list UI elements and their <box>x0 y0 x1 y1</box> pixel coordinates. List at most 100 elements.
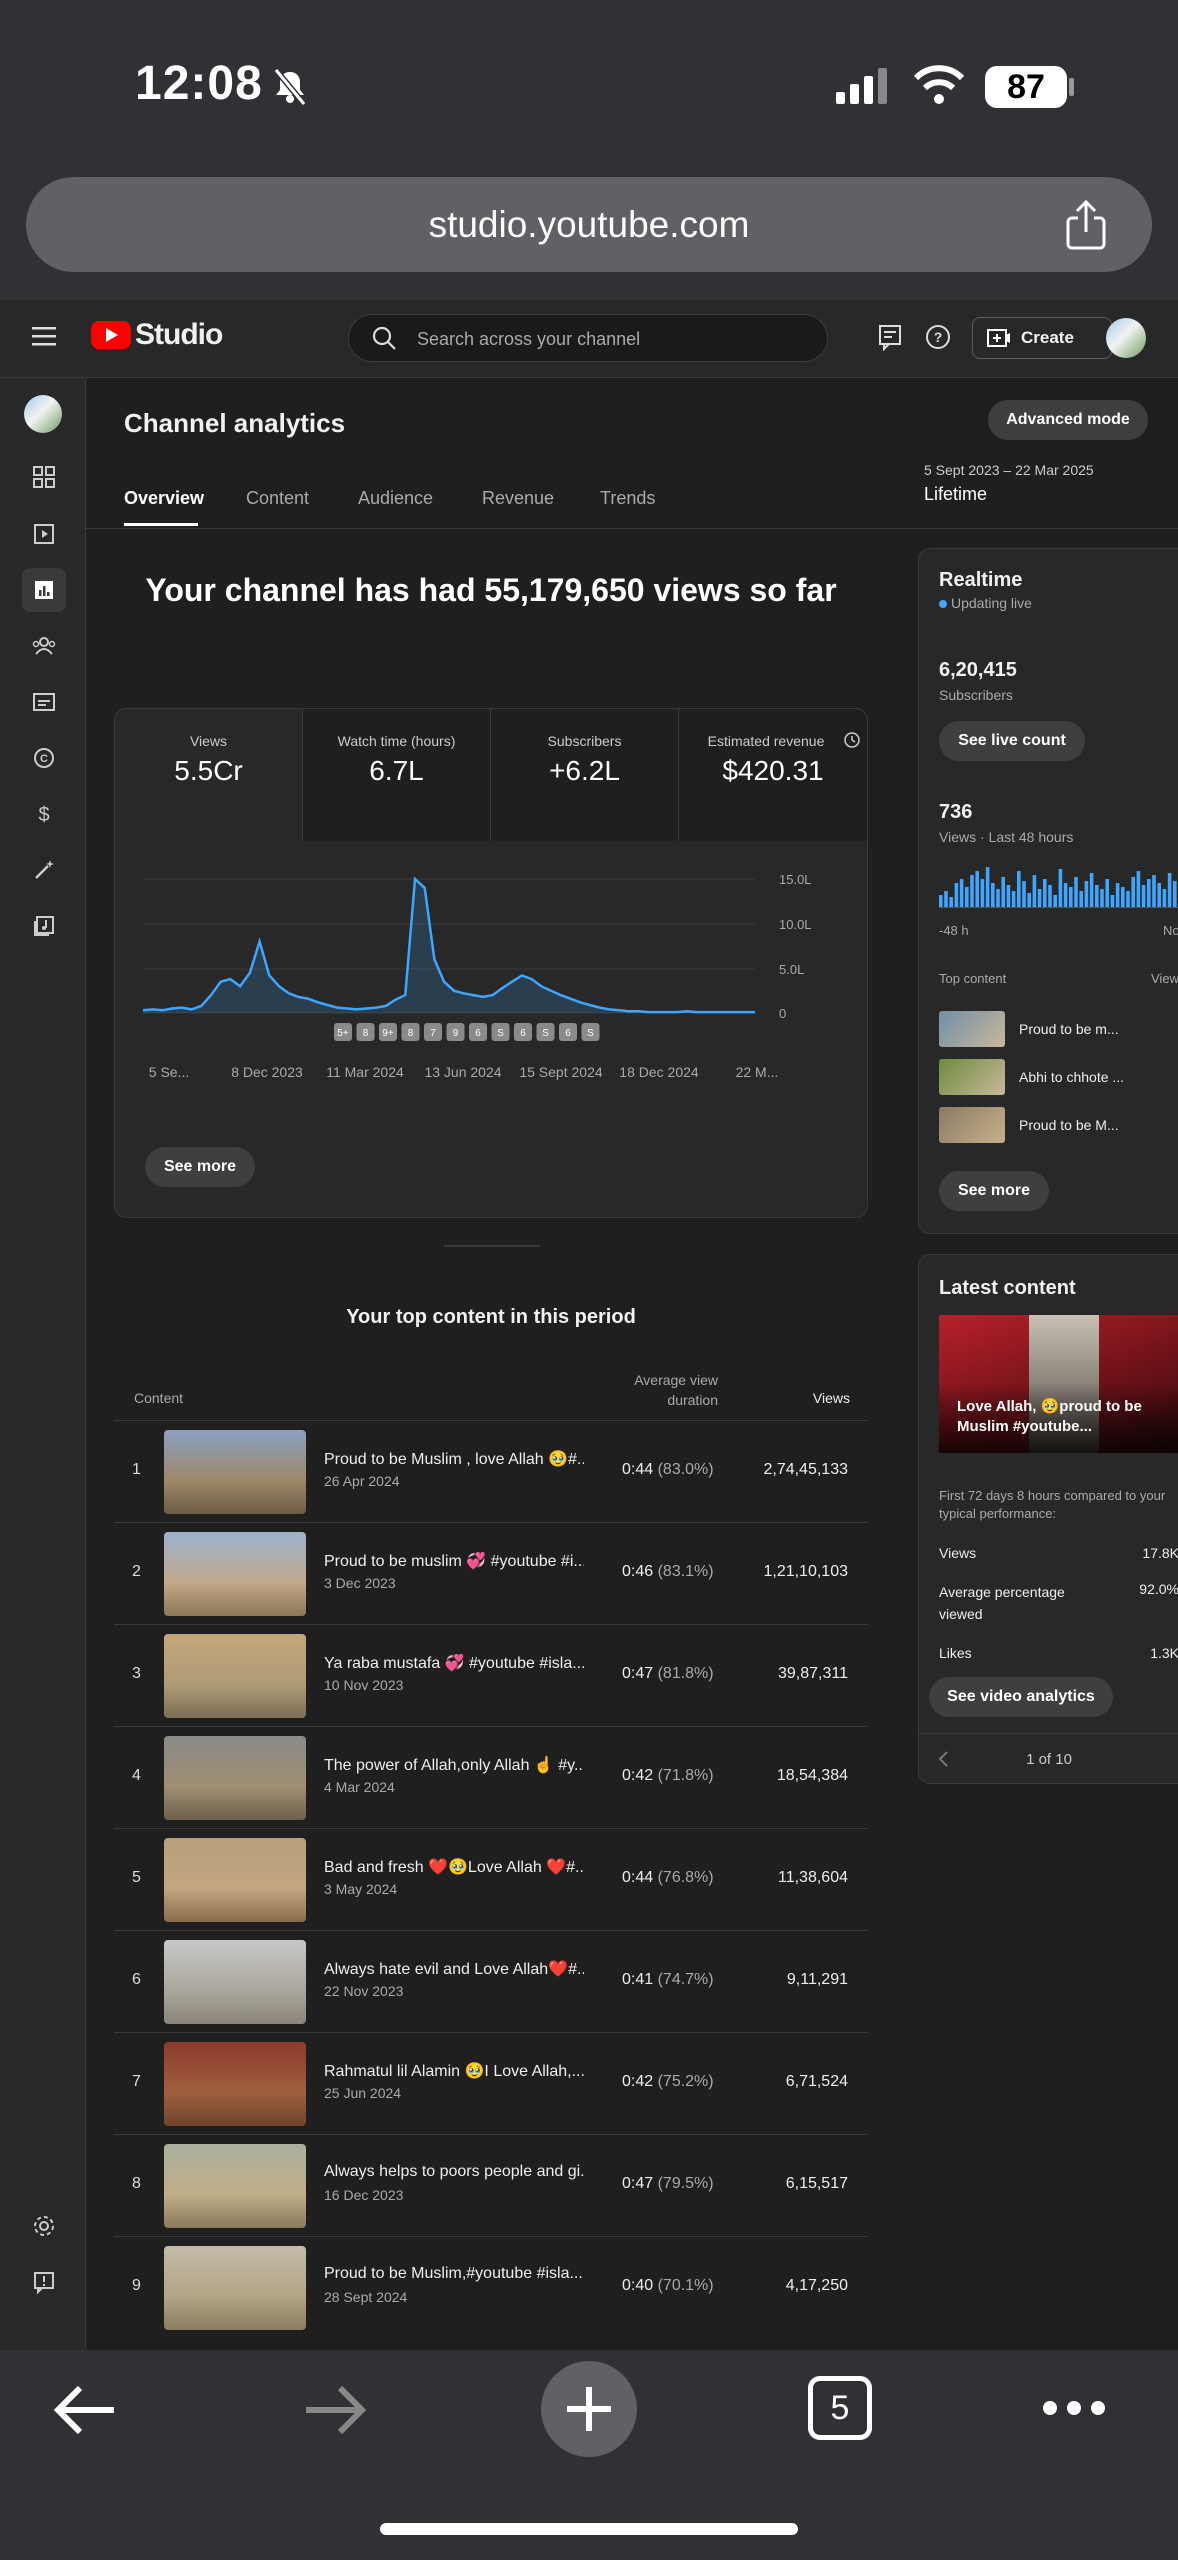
row-rank: 6 <box>132 1971 141 1988</box>
see-live-count-button[interactable]: See live count <box>939 721 1085 761</box>
table-row[interactable]: 1 Proud to be Muslim , love Allah 🥹#... 26… <box>114 1420 868 1522</box>
row-duration: 0:42 <box>622 2073 654 2090</box>
row-views: 39,87,311 <box>778 1665 848 1682</box>
sidebar-customization-icon[interactable] <box>22 848 66 892</box>
video-thumbnail[interactable] <box>164 1430 306 1514</box>
table-row[interactable]: 8 Always helps to poors people and gi... 1… <box>114 2134 868 2236</box>
period-label[interactable]: Lifetime <box>924 484 988 504</box>
row-rank: 8 <box>132 2175 141 2192</box>
col-avg-duration: Average view duration <box>634 1372 718 1408</box>
realtime-bar <box>970 875 974 907</box>
row-duration-percent: (81.8%) <box>653 1665 714 1682</box>
row-duration: 0:46 <box>622 1563 654 1580</box>
metric-label: Views <box>189 733 228 749</box>
advanced-mode-button[interactable]: Advanced mode <box>988 400 1148 440</box>
sidebar-dashboard-icon[interactable] <box>22 455 66 499</box>
table-row[interactable]: 3 Ya raba mustafa 💞 #youtube #isla... 10 N… <box>114 1624 868 1726</box>
url-bar[interactable]: studio.youtube.com <box>26 177 1152 272</box>
table-row[interactable]: 2 Proud to be muslim 💞 #youtube #i... 3 De… <box>114 1522 868 1624</box>
forward-arrow-icon[interactable] <box>300 2380 370 2440</box>
realtime-item-title: Proud to be M... <box>1019 1117 1119 1133</box>
video-thumbnail[interactable] <box>164 1838 306 1922</box>
metric-revenue[interactable]: Estimated revenue $420.31 <box>679 709 867 841</box>
tab-overview[interactable]: Overview <box>124 488 205 508</box>
video-thumbnail[interactable] <box>164 1634 306 1718</box>
metric-value: 5.5Cr <box>174 755 243 786</box>
sidebar-settings-icon[interactable] <box>22 2204 66 2248</box>
search-input[interactable]: Search across your channel <box>348 314 828 362</box>
tab-content[interactable]: Content <box>246 488 310 508</box>
views-line-chart: 15.0L 10.0L 5.0L 0 5+ 8 9+ 8 7 9 6 S 6 S 6 S 5 Se... 8 De… <box>142 872 812 1080</box>
tab-audience[interactable]: Audience <box>358 488 434 508</box>
realtime-bar <box>980 879 985 907</box>
pager-divider <box>919 1733 1178 1734</box>
video-thumbnail[interactable] <box>164 2042 306 2126</box>
plus-icon <box>567 2387 611 2431</box>
row-duration: 0:44 <box>622 1461 654 1478</box>
event-marker-label: 8 <box>363 1028 369 1039</box>
tab-revenue[interactable]: Revenue <box>482 488 555 508</box>
metric-subscribers[interactable]: Subscribers +6.2L <box>491 709 679 841</box>
sidebar-community-icon[interactable] <box>22 624 66 668</box>
sidebar-analytics-icon[interactable] <box>22 568 66 612</box>
latest-thumbnail[interactable]: Love Allah, 🥹proud to be Muslim #youtube… <box>939 1315 1178 1453</box>
sidebar-audio-library-icon[interactable] <box>22 904 66 948</box>
col-content: Content <box>134 1390 184 1406</box>
see-video-analytics-button[interactable]: See video analytics <box>929 1677 1113 1717</box>
realtime-bar <box>1089 873 1094 907</box>
create-button[interactable]: Create <box>972 317 1112 359</box>
row-avg-duration: 0:41 (74.7%) <box>622 1971 714 1989</box>
avatar[interactable] <box>1106 318 1146 358</box>
youtube-logo-icon <box>91 321 131 349</box>
row-title: The power of Allah,only Allah ☝️ #y... <box>324 1757 584 1774</box>
realtime-bar <box>1048 885 1052 907</box>
metric-watch-time[interactable]: Watch time (hours) 6.7L <box>303 709 491 841</box>
menu-icon[interactable] <box>32 326 60 348</box>
tab-count-button[interactable]: 5 <box>808 2376 872 2440</box>
video-thumbnail[interactable] <box>164 2246 306 2330</box>
sidebar-feedback-icon[interactable] <box>22 2260 66 2304</box>
realtime-bar <box>991 883 995 907</box>
page-title: Channel analytics <box>124 408 346 438</box>
prev-page-icon[interactable] <box>937 1749 951 1769</box>
realtime-top-item[interactable]: Proud to be m...30 <box>939 1011 1178 1047</box>
thumbnail-shade <box>939 1383 1178 1453</box>
search-icon <box>372 326 396 350</box>
new-tab-button[interactable] <box>541 2361 637 2457</box>
realtime-top-item[interactable]: Proud to be M...15 <box>939 1107 1178 1143</box>
sidebar-earn-icon[interactable]: $ <box>22 792 66 836</box>
sidebar-subtitles-icon[interactable] <box>22 680 66 724</box>
row-views: 6,71,524 <box>785 2073 848 2090</box>
metric-views[interactable]: Views 5.5Cr <box>115 709 303 841</box>
date-range[interactable]: 5 Sept 2023 – 22 Mar 2025 <box>924 462 1094 478</box>
help-icon[interactable]: ? <box>923 322 953 352</box>
tab-trends[interactable]: Trends <box>600 488 656 508</box>
more-icon[interactable] <box>1040 2396 1108 2420</box>
table-row[interactable]: 7 Rahmatul lil Alamin 🥹I Love Allah,... 25… <box>114 2032 868 2134</box>
sidebar-content-icon[interactable] <box>22 512 66 556</box>
table-row[interactable]: 5 Bad and fresh ❤️🥹Love Allah ❤️#... 3 May… <box>114 1828 868 1930</box>
feedback-icon[interactable] <box>876 322 906 352</box>
col-views: Views <box>812 1390 850 1406</box>
video-thumbnail[interactable] <box>164 2144 306 2228</box>
channel-avatar[interactable] <box>24 395 62 433</box>
status-bar <box>0 0 1178 165</box>
video-thumbnail <box>939 1011 1005 1047</box>
share-icon[interactable] <box>1064 198 1108 252</box>
realtime-top-item[interactable]: Abhi to chhote ...18 <box>939 1059 1178 1095</box>
video-thumbnail[interactable] <box>164 1532 306 1616</box>
realtime-see-more-button[interactable]: See more <box>939 1171 1049 1211</box>
table-row[interactable]: 4 The power of Allah,only Allah ☝️ #y... 4… <box>114 1726 868 1828</box>
sidebar: C $ <box>0 378 86 2350</box>
latest-content-card: Latest content Love Allah, 🥹proud to be … <box>918 1254 1178 1784</box>
sidebar-copyright-icon[interactable]: C <box>22 736 66 780</box>
see-more-button[interactable]: See more <box>145 1147 255 1187</box>
table-row[interactable]: 9 Proud to be Muslim,#youtube #isla... 28 … <box>114 2236 868 2338</box>
row-duration-percent: (76.8%) <box>653 1869 714 1886</box>
table-row[interactable]: 6 Always hate evil and Love Allah❤️#... 22… <box>114 1930 868 2032</box>
status-time: 12:08 <box>135 57 263 110</box>
back-arrow-icon[interactable] <box>50 2380 120 2440</box>
video-thumbnail[interactable] <box>164 1940 306 2024</box>
event-marker-label: 9 <box>453 1028 459 1039</box>
video-thumbnail[interactable] <box>164 1736 306 1820</box>
